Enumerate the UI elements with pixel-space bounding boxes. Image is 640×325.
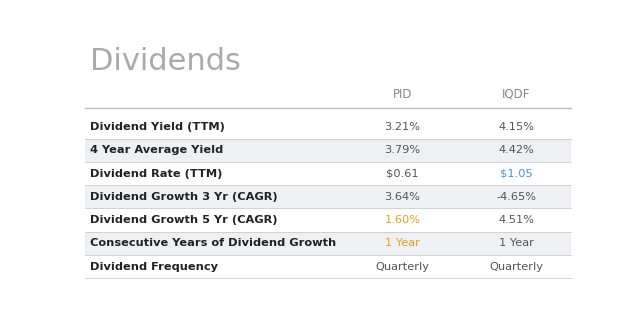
Text: 3.21%: 3.21% xyxy=(385,122,420,132)
Text: Dividend Rate (TTM): Dividend Rate (TTM) xyxy=(90,168,222,178)
Text: 4 Year Average Yield: 4 Year Average Yield xyxy=(90,145,223,155)
Text: IQDF: IQDF xyxy=(502,87,531,100)
Text: 1 Year: 1 Year xyxy=(499,238,534,248)
Bar xyxy=(85,185,571,208)
Text: $1.05: $1.05 xyxy=(500,168,533,178)
Text: 3.79%: 3.79% xyxy=(385,145,420,155)
Bar xyxy=(85,138,571,162)
Bar xyxy=(85,232,571,255)
Text: Quarterly: Quarterly xyxy=(376,262,429,272)
Text: 4.51%: 4.51% xyxy=(499,215,534,225)
Text: PID: PID xyxy=(393,87,412,100)
Text: Dividend Yield (TTM): Dividend Yield (TTM) xyxy=(90,122,225,132)
Text: -4.65%: -4.65% xyxy=(497,192,536,202)
Text: 4.42%: 4.42% xyxy=(499,145,534,155)
Text: Dividend Frequency: Dividend Frequency xyxy=(90,262,218,272)
Text: $0.61: $0.61 xyxy=(386,168,419,178)
Text: Quarterly: Quarterly xyxy=(490,262,543,272)
Text: 3.64%: 3.64% xyxy=(385,192,420,202)
Text: 1.60%: 1.60% xyxy=(385,215,420,225)
Text: Dividend Growth 5 Yr (CAGR): Dividend Growth 5 Yr (CAGR) xyxy=(90,215,277,225)
Text: Consecutive Years of Dividend Growth: Consecutive Years of Dividend Growth xyxy=(90,238,336,248)
Text: Dividends: Dividends xyxy=(90,46,241,75)
Text: 4.15%: 4.15% xyxy=(499,122,534,132)
Text: 1 Year: 1 Year xyxy=(385,238,420,248)
Text: Dividend Growth 3 Yr (CAGR): Dividend Growth 3 Yr (CAGR) xyxy=(90,192,278,202)
